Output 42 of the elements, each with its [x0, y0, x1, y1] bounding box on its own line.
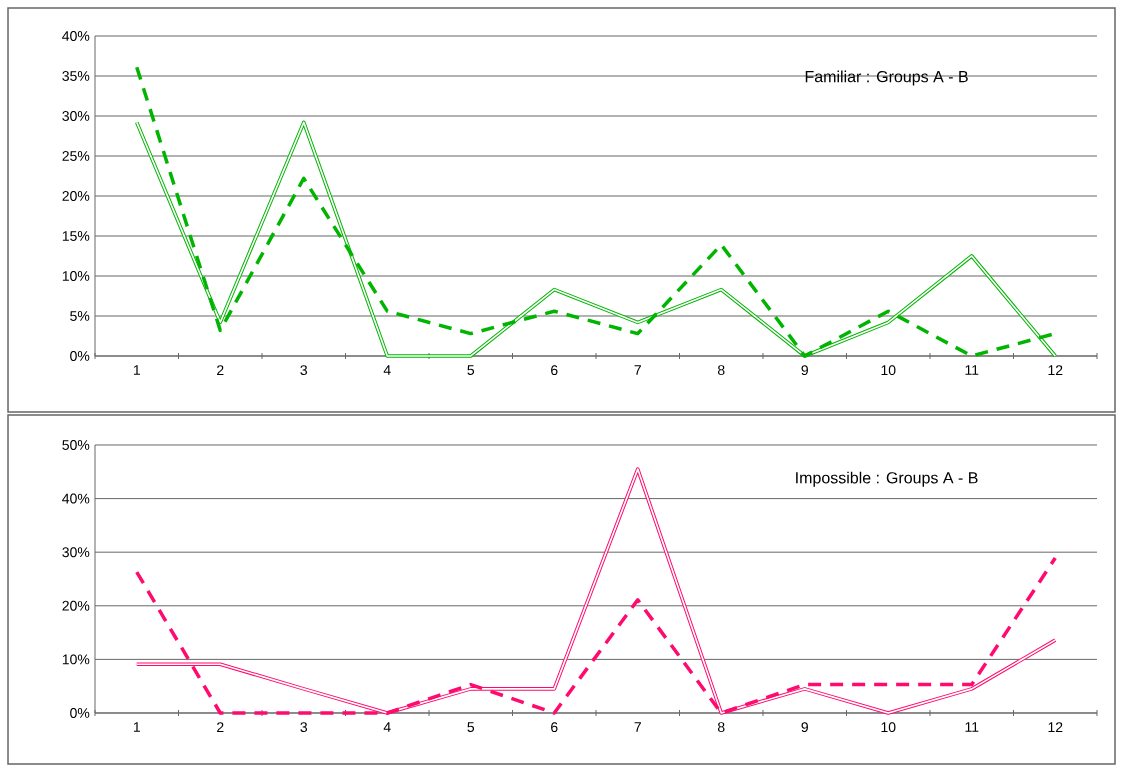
- y-tick-label: 40%: [62, 493, 90, 504]
- x-tick-label: 4: [383, 722, 391, 732]
- x-tick-label: 10: [881, 722, 896, 733]
- x-tick-label: 10: [881, 365, 896, 376]
- x-tick-label: 7: [634, 365, 641, 375]
- y-tick-label: 20%: [62, 191, 90, 201]
- x-tick-label: 6: [551, 365, 558, 376]
- x-tick-label: 12: [1048, 722, 1063, 732]
- y-tick-label: 30%: [62, 547, 90, 558]
- y-tick-label: 10%: [62, 271, 90, 281]
- y-tick-label: 40%: [62, 31, 90, 41]
- x-tick-label: 8: [717, 722, 725, 733]
- y-tick-label: 15%: [62, 231, 90, 241]
- y-tick-label: 30%: [62, 111, 90, 121]
- x-tick-label: 12: [1048, 365, 1063, 375]
- line-series: [134, 467, 1058, 715]
- x-tick-label: 3: [300, 365, 308, 376]
- x-tick-label: 4: [383, 365, 391, 375]
- y-tick-label: 0%: [70, 351, 90, 361]
- x-tick-label: 1: [133, 722, 140, 732]
- x-tick-label: 9: [801, 365, 808, 376]
- x-tick-label: 11: [965, 365, 979, 375]
- y-tick-label: 50%: [62, 440, 90, 450]
- x-tick-label: 3: [300, 722, 308, 733]
- y-tick-label: 10%: [62, 654, 90, 665]
- x-tick-label: 5: [467, 365, 475, 375]
- y-tick-label: 35%: [62, 71, 90, 81]
- x-tick-label: 11: [965, 722, 979, 732]
- x-tick-label: 9: [801, 722, 808, 733]
- x-tick-label: 1: [133, 365, 140, 375]
- text: Impossible : Groups A - B: [796, 471, 978, 487]
- x-tick-label: 2: [217, 365, 224, 375]
- x-tick-label: 5: [467, 722, 475, 732]
- x-tick-label: 8: [717, 365, 725, 376]
- y-tick-label: 5%: [70, 311, 90, 321]
- text: Familiar : Groups A - B: [805, 70, 968, 86]
- x-tick-label: 2: [217, 722, 224, 732]
- y-tick-label: 0%: [70, 708, 90, 718]
- x-tick-label: 6: [551, 722, 558, 733]
- y-tick-label: 20%: [62, 600, 90, 611]
- y-tick-label: 25%: [62, 151, 90, 161]
- x-tick-label: 7: [634, 722, 641, 732]
